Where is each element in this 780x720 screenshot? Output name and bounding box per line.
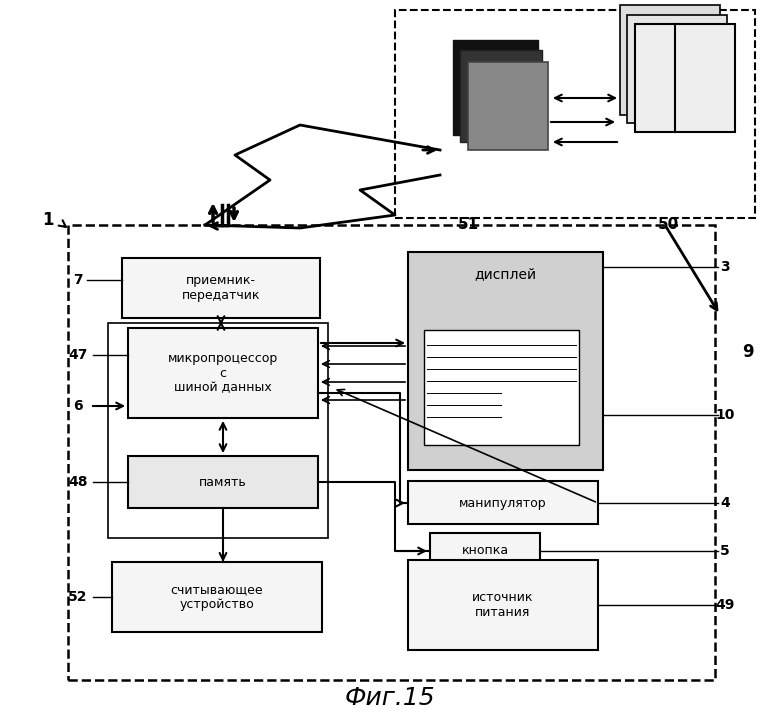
Bar [128, 456, 318, 508]
Text: микропроцессор
с
шиной данных: микропроцессор с шиной данных [168, 351, 278, 395]
Bar [424, 330, 579, 445]
Text: дисплей: дисплей [474, 267, 536, 281]
Bar [408, 560, 598, 650]
Bar [453, 40, 538, 135]
Bar [408, 252, 603, 470]
Bar [122, 258, 320, 318]
Bar [635, 24, 735, 132]
Text: источник
питания: источник питания [472, 591, 534, 619]
Bar [408, 481, 598, 524]
Text: 4: 4 [720, 496, 730, 510]
Text: память: память [199, 475, 247, 488]
Text: приемник-
передатчик: приемник- передатчик [182, 274, 261, 302]
Bar [468, 62, 548, 150]
Text: 10: 10 [715, 408, 735, 422]
Text: кнопка: кнопка [462, 544, 509, 557]
Text: 7: 7 [73, 273, 83, 287]
Text: 1: 1 [42, 211, 54, 229]
Bar [128, 328, 318, 418]
Text: 50: 50 [658, 217, 679, 232]
Text: 51: 51 [457, 217, 479, 232]
Bar [395, 10, 755, 218]
Text: 47: 47 [69, 348, 87, 362]
Bar [68, 225, 715, 680]
Bar [620, 5, 720, 115]
Text: 6: 6 [73, 399, 83, 413]
Text: 3: 3 [720, 260, 730, 274]
Text: считывающее
устройство: считывающее устройство [171, 583, 264, 611]
Text: 49: 49 [715, 598, 735, 612]
Bar [430, 533, 540, 568]
Bar [627, 15, 727, 123]
Text: Фиг.15: Фиг.15 [345, 686, 435, 710]
Text: 48: 48 [69, 475, 88, 489]
Text: манипулятор: манипулятор [459, 497, 547, 510]
Bar [112, 562, 322, 632]
Text: 5: 5 [720, 544, 730, 558]
Text: 52: 52 [69, 590, 88, 604]
Bar [108, 323, 328, 538]
Bar [460, 50, 542, 142]
Text: 9: 9 [743, 343, 753, 361]
